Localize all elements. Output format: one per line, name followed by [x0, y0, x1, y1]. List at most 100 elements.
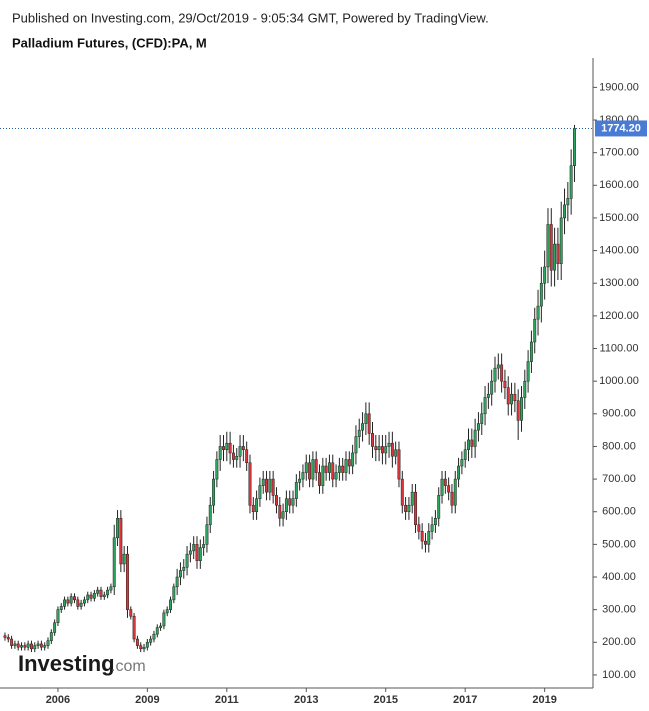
candle-body: [400, 478, 404, 506]
watermark-brand: Investing: [18, 651, 115, 676]
candle-body: [351, 452, 355, 467]
candle-body: [573, 128, 576, 166]
candle-body: [46, 640, 50, 646]
candle-body: [490, 380, 494, 395]
candle-body: [6, 637, 10, 640]
candle-body: [251, 504, 255, 512]
candle-body: [526, 361, 530, 382]
candle-body: [374, 446, 378, 450]
x-tick-label: 2006: [46, 694, 70, 706]
candle-body: [278, 504, 282, 519]
candle-body: [453, 478, 457, 506]
candle-body: [119, 518, 123, 565]
y-tick-label: 1300.00: [599, 277, 639, 289]
candle-body: [69, 596, 73, 604]
candle-body: [563, 204, 566, 219]
candle-body: [152, 633, 156, 640]
candle-body: [228, 442, 232, 454]
x-tick-label: 2019: [532, 694, 556, 706]
candle-body: [506, 387, 510, 405]
candle-body: [347, 459, 351, 467]
candle-body: [235, 455, 239, 460]
candle-body: [159, 625, 163, 628]
candle-body: [520, 397, 523, 421]
candle-body: [367, 413, 371, 434]
y-tick-label: 1100.00: [600, 342, 639, 354]
candle-body: [265, 478, 268, 493]
candle-body: [327, 462, 331, 473]
candle-body: [23, 645, 27, 648]
candle-body: [377, 446, 381, 450]
candle-body: [311, 459, 315, 480]
candle-body: [463, 449, 467, 460]
candle-body: [566, 198, 570, 206]
y-tick-label: 700.00: [602, 473, 636, 485]
candle-body: [493, 367, 497, 382]
last-price-label: 1774.20: [601, 122, 641, 134]
candle-body: [76, 599, 80, 607]
candle-body: [129, 609, 133, 617]
candle-body: [73, 596, 76, 601]
candle-body: [10, 638, 14, 646]
candle-body: [546, 224, 550, 268]
candle-body: [354, 436, 358, 454]
candle-body: [387, 442, 391, 447]
candle-body: [112, 537, 116, 588]
candle-body: [175, 576, 179, 588]
candle-body: [178, 570, 182, 578]
candle-body: [516, 400, 520, 421]
y-tick-label: 300.00: [602, 604, 636, 616]
candle-body: [238, 446, 242, 457]
candle-body: [53, 622, 57, 633]
x-tick-label: 2009: [135, 694, 159, 706]
candle-body: [433, 518, 437, 526]
candle-body: [298, 478, 302, 483]
candle-body: [470, 439, 474, 447]
y-tick-label: 1600.00: [599, 179, 639, 191]
candle-body: [500, 364, 504, 382]
x-tick-label: 2017: [453, 694, 477, 706]
candle-body: [397, 449, 401, 480]
y-tick-label: 1200.00: [599, 310, 639, 322]
candle-body: [165, 609, 169, 614]
candle-body: [195, 544, 199, 561]
candle-body: [79, 602, 83, 607]
candle-body: [424, 540, 427, 545]
candle-body: [440, 478, 444, 496]
candle-body: [543, 266, 547, 284]
candle-body: [96, 589, 100, 594]
candle-body: [255, 498, 259, 512]
candle-body: [437, 495, 441, 519]
candle-body: [344, 459, 348, 473]
candle-body: [142, 646, 146, 650]
candle-body: [430, 524, 434, 532]
candle-body: [523, 380, 527, 398]
candle-body: [205, 524, 209, 545]
candle-body: [486, 393, 490, 398]
candle-body: [318, 472, 321, 486]
candle-body: [59, 606, 63, 610]
candle-body: [536, 305, 540, 320]
candle-body: [556, 243, 560, 264]
candle-body: [288, 498, 292, 506]
candle-body: [198, 547, 202, 561]
candle-body: [394, 449, 398, 457]
candle-body: [284, 498, 288, 512]
candle-body: [116, 518, 119, 539]
x-tick-label: 2011: [215, 694, 239, 706]
candle-body: [304, 462, 308, 473]
candle-body: [324, 465, 328, 473]
candle-body: [331, 462, 335, 480]
candle-body: [188, 550, 192, 555]
candle-body: [420, 531, 424, 542]
candle-body: [225, 442, 229, 450]
candle-body: [321, 465, 325, 486]
candle-body: [126, 553, 129, 610]
candle-body: [169, 599, 172, 610]
candle-body: [483, 397, 487, 415]
candle-body: [66, 599, 70, 604]
candle-body: [314, 459, 318, 473]
candle-body: [162, 612, 166, 627]
candle-body: [529, 341, 533, 362]
